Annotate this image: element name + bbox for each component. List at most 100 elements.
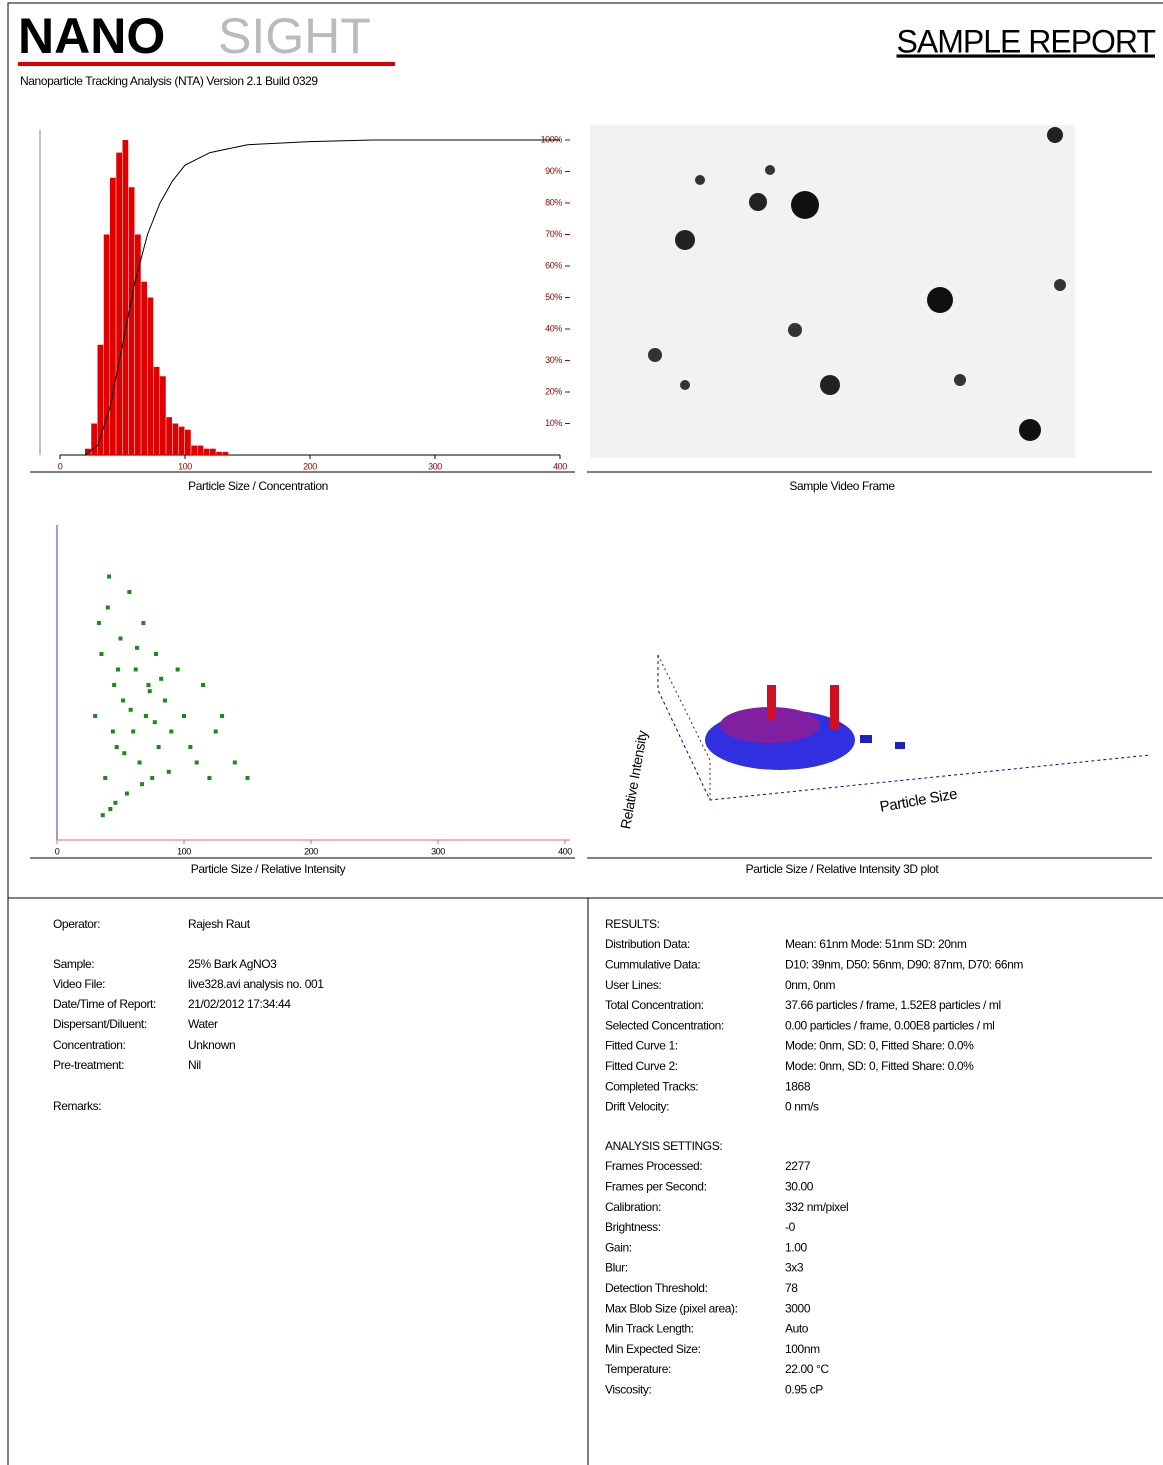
point — [141, 621, 145, 625]
field-label: Completed Tracks: — [605, 1079, 698, 1093]
point — [119, 637, 123, 641]
point — [116, 668, 120, 672]
y2-tick-label: 40% — [545, 323, 562, 333]
field-label: Min Expected Size: — [605, 1342, 701, 1356]
subtitle: Nanoparticle Tracking Analysis (NTA) Ver… — [20, 74, 318, 88]
field-value: 21/02/2012 17:34:44 — [188, 997, 291, 1011]
field-value: Mode: 0nm, SD: 0, Fitted Share: 0.0% — [785, 1039, 974, 1053]
x-tick-label: 100 — [178, 461, 192, 471]
point — [101, 813, 105, 817]
bar — [185, 430, 191, 455]
field-value: 0 nm/s — [785, 1100, 819, 1114]
field-label: Blur: — [605, 1261, 628, 1275]
field-value: 37.66 particles / frame, 1.52E8 particle… — [785, 998, 1001, 1012]
point — [201, 683, 205, 687]
axis-label: Particle Size — [878, 786, 958, 816]
field-label: Dispersant/Diluent: — [53, 1017, 147, 1031]
field-label: Frames Processed: — [605, 1159, 702, 1173]
bar — [116, 153, 122, 455]
point — [121, 699, 125, 703]
point — [157, 745, 161, 749]
field-value: 2277 — [785, 1159, 811, 1173]
logo-light: SIGHT — [218, 8, 371, 64]
field-value: 1.00 — [785, 1240, 807, 1254]
field-label: Pre-treatment: — [53, 1058, 124, 1072]
point — [246, 776, 250, 780]
y2-tick-label: 60% — [545, 260, 562, 270]
field-label: Distribution Data: — [605, 937, 690, 951]
field-value: 30.00 — [785, 1179, 814, 1193]
bar — [148, 298, 154, 456]
field-value: Mean: 61nm Mode: 51nm SD: 20nm — [785, 937, 967, 951]
field-value: 3x3 — [785, 1261, 804, 1275]
point — [113, 801, 117, 805]
field-value: 332 nm/pixel — [785, 1200, 848, 1214]
point — [148, 689, 152, 693]
y2-tick-label: 70% — [545, 229, 562, 239]
field-label: Fitted Curve 2: — [605, 1059, 678, 1073]
point — [111, 730, 115, 734]
point — [135, 646, 139, 650]
field-value: 22.00 °C — [785, 1362, 829, 1376]
bar — [160, 376, 166, 455]
point — [176, 668, 180, 672]
plot-3d — [658, 655, 1150, 800]
point — [127, 590, 131, 594]
point — [207, 776, 211, 780]
bar — [129, 187, 135, 455]
field-label: Video File: — [53, 977, 105, 991]
field-value: 100nm — [785, 1342, 820, 1356]
results-heading: RESULTS: — [605, 917, 660, 931]
report: NANO SIGHT SAMPLE REPORT Nanoparticle Tr… — [0, 0, 1163, 1465]
bar — [223, 452, 229, 455]
point — [163, 699, 167, 703]
field-label: Temperature: — [605, 1362, 671, 1376]
point — [188, 745, 192, 749]
field-value: 1868 — [785, 1079, 811, 1093]
field-label: Sample: — [53, 957, 94, 971]
point — [214, 730, 218, 734]
point — [112, 683, 116, 687]
field-value: Nil — [188, 1058, 201, 1072]
field-label: Detection Threshold: — [605, 1281, 708, 1295]
field-value: 0.95 cP — [785, 1382, 823, 1396]
caption: Sample Video Frame — [789, 479, 895, 493]
bar — [98, 345, 104, 455]
point — [129, 708, 133, 712]
point — [220, 714, 224, 718]
field-value: 0.00 particles / frame, 0.00E8 particles… — [785, 1018, 994, 1032]
point — [195, 761, 199, 765]
bar — [204, 449, 210, 455]
point — [99, 652, 103, 656]
field-label: Brightness: — [605, 1220, 661, 1234]
bar — [135, 235, 141, 456]
point — [138, 761, 142, 765]
field-label: Gain: — [605, 1240, 632, 1254]
field-label: Date/Time of Report: — [53, 997, 156, 1011]
bar — [141, 282, 147, 455]
field-value: 3000 — [785, 1301, 811, 1315]
point — [131, 730, 135, 734]
caption: Particle Size / Relative Intensity — [191, 862, 346, 876]
point — [233, 761, 237, 765]
bar — [191, 446, 197, 455]
point — [108, 807, 112, 811]
video-frame — [590, 125, 1075, 458]
point — [167, 770, 171, 774]
bar — [91, 424, 97, 456]
x-tick-label: 200 — [304, 846, 318, 856]
y2-tick-label: 50% — [545, 292, 562, 302]
axis-label: Relative Intensity — [617, 729, 650, 830]
point — [154, 652, 158, 656]
field-label: Calibration: — [605, 1200, 661, 1214]
x-tick-label: 100 — [177, 846, 191, 856]
field-label: Viscosity: — [605, 1382, 652, 1396]
field-label: Min Track Length: — [605, 1322, 694, 1336]
bar — [154, 367, 160, 455]
bar — [210, 449, 216, 455]
field-value: Unknown — [188, 1038, 235, 1052]
bar — [123, 140, 129, 455]
field-value: Rajesh Raut — [188, 917, 251, 931]
report-page: NANO SIGHT SAMPLE REPORT Nanoparticle Tr… — [0, 0, 1163, 1465]
caption: Particle Size / Relative Intensity 3D pl… — [746, 862, 940, 876]
